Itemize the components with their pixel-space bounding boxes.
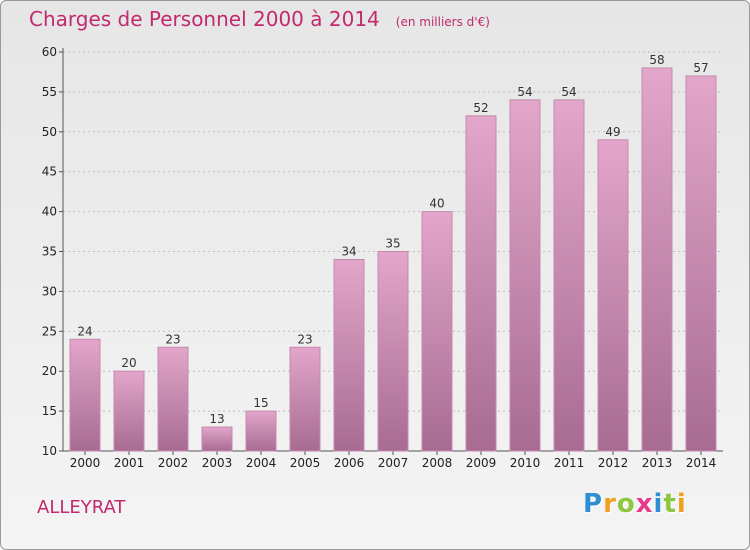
data-label: 34	[341, 244, 356, 258]
proxiti-logo: Proxiti	[583, 489, 687, 519]
bar	[553, 99, 585, 452]
y-tick-label: 25	[42, 324, 57, 338]
x-tick-label: 2003	[202, 456, 233, 470]
bar	[289, 346, 321, 452]
data-label: 49	[605, 125, 620, 139]
bar	[245, 410, 277, 452]
commune-name: ALLEYRAT	[37, 497, 126, 518]
data-label: 23	[297, 332, 312, 346]
bar	[465, 115, 497, 452]
data-label: 58	[649, 53, 664, 67]
x-tick-label: 2005	[290, 456, 321, 470]
bar	[201, 426, 233, 452]
x-tick-label: 2007	[378, 456, 409, 470]
x-tick-label: 2010	[510, 456, 541, 470]
x-tick-label: 2009	[466, 456, 497, 470]
data-label: 35	[385, 237, 400, 251]
x-tick-label: 2013	[642, 456, 673, 470]
y-tick-label: 50	[42, 125, 57, 139]
data-label: 52	[473, 101, 488, 115]
unit-label: (en milliers d'€)	[395, 15, 490, 29]
y-tick-label: 40	[42, 205, 57, 219]
bars	[69, 67, 717, 452]
bar	[157, 346, 189, 452]
y-tick-label: 60	[42, 45, 57, 59]
bar	[377, 251, 409, 452]
data-label: 54	[561, 85, 576, 99]
data-label: 15	[253, 396, 268, 410]
y-tick-label: 45	[42, 165, 57, 179]
y-tick-label: 35	[42, 245, 57, 259]
data-label: 13	[209, 412, 224, 426]
x-tick-label: 2014	[686, 456, 717, 470]
bar	[333, 258, 365, 452]
logo-letter: i	[676, 489, 687, 519]
x-tick-label: 2000	[70, 456, 101, 470]
logo-letter: r	[603, 489, 617, 519]
data-label: 24	[77, 324, 92, 338]
data-label: 20	[121, 356, 136, 370]
x-tick-label: 2008	[422, 456, 453, 470]
x-tick-label: 2004	[246, 456, 277, 470]
bar	[685, 75, 717, 452]
logo-letter: i	[653, 489, 664, 519]
data-label: 57	[693, 61, 708, 75]
y-tick-label: 15	[42, 404, 57, 418]
bar	[113, 370, 145, 452]
logo-letter: o	[616, 489, 636, 519]
bar	[69, 338, 101, 452]
logo-letter: x	[635, 489, 654, 519]
data-label: 23	[165, 332, 180, 346]
y-tick-label: 55	[42, 85, 57, 99]
data-labels: 24 20 23 13 15 23 34 35 40 52 54 54 49 58 57	[77, 53, 708, 426]
bar	[641, 67, 673, 452]
x-tick-label: 2012	[598, 456, 629, 470]
data-label: 40	[429, 197, 444, 211]
y-tick-label: 10	[42, 444, 57, 458]
bar	[597, 139, 629, 452]
data-label: 54	[517, 85, 532, 99]
x-tick-label: 2006	[334, 456, 365, 470]
chart-title: Charges de Personnel 2000 à 2014 (en mill…	[29, 7, 490, 31]
bar	[509, 99, 541, 452]
y-tick-label: 20	[42, 364, 57, 378]
logo-letter: t	[663, 489, 677, 519]
y-tick-label: 30	[42, 284, 57, 298]
x-tick-label: 2002	[158, 456, 189, 470]
x-tick-label: 2001	[114, 456, 145, 470]
logo-letter: P	[583, 489, 604, 519]
bar	[421, 211, 453, 452]
title-text: Charges de Personnel 2000 à 2014	[29, 7, 380, 31]
x-tick-label: 2011	[554, 456, 585, 470]
